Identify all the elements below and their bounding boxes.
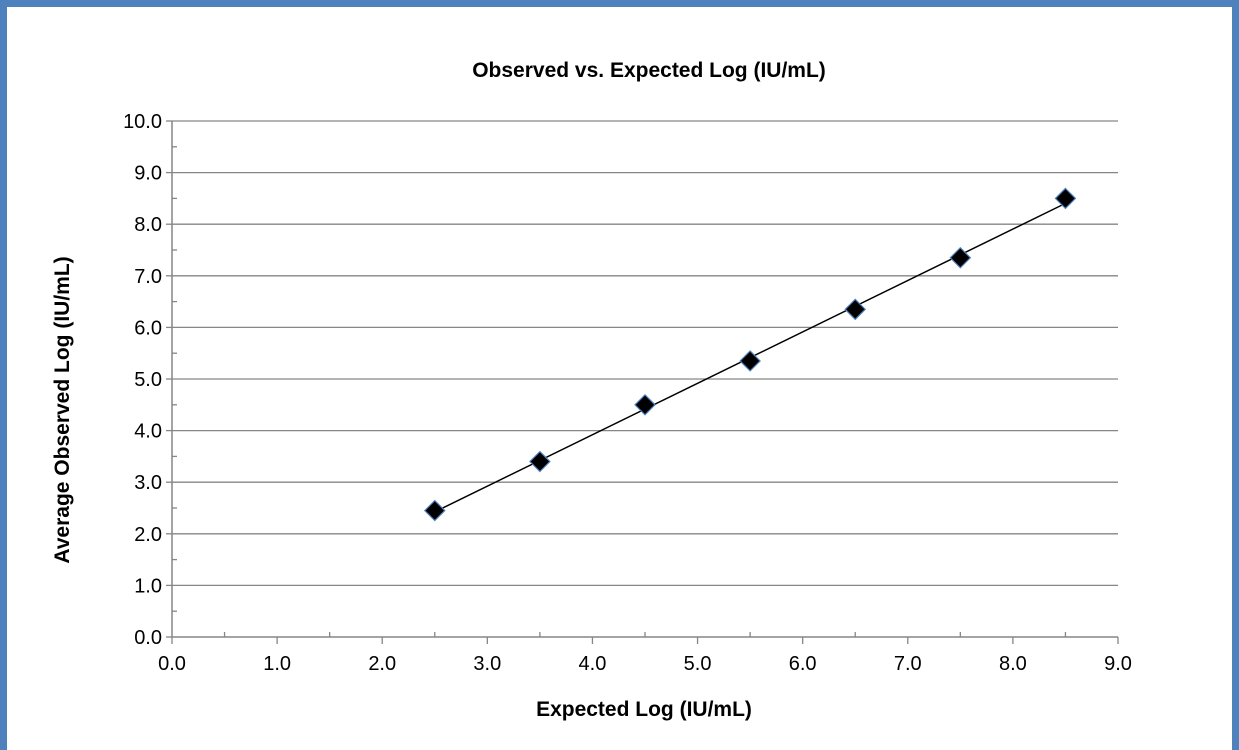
x-tick-labels: 0.0 1.0 2.0 3.0 4.0 5.0 6.0 7.0 8.0 9.0: [158, 653, 1132, 675]
x-tick-label: 1.0: [263, 653, 291, 675]
data-point-marker: [739, 350, 761, 372]
y-tick-labels: 0.0 1.0 2.0 3.0 4.0 5.0 6.0 7.0 8.0 9.0 10.0: [123, 111, 162, 649]
y-tick-label: 9.0: [134, 163, 162, 185]
y-tick-label: 8.0: [134, 214, 162, 236]
x-tick-label: 9.0: [1104, 653, 1132, 675]
data-point-marker: [529, 450, 551, 473]
grid-lines: [172, 120, 1118, 587]
x-tick-label: 0.0: [158, 653, 186, 675]
x-tick-label: 8.0: [999, 653, 1027, 675]
y-tick-label: 7.0: [134, 266, 162, 288]
x-tick-label: 2.0: [368, 653, 396, 675]
data-point-marker: [634, 393, 656, 416]
y-tick-label: 10.0: [123, 111, 162, 133]
data-point-marker: [844, 298, 867, 321]
data-points: [423, 187, 1077, 522]
y-tick-label: 2.0: [134, 524, 162, 546]
y-tick-label: 0.0: [134, 627, 162, 649]
x-axis-title: Expected Log (IU/mL): [536, 698, 752, 721]
data-point-marker: [423, 499, 446, 522]
y-tick-label: 3.0: [134, 472, 162, 494]
x-tick-label: 4.0: [579, 653, 607, 675]
axes: [166, 120, 1119, 644]
data-point-marker: [949, 246, 972, 269]
x-tick-label: 6.0: [789, 653, 817, 675]
y-axis-title: Average Observed Log (IU/mL): [51, 256, 74, 563]
chart-title: Observed vs. Expected Log (IU/mL): [472, 59, 826, 82]
data-point-marker: [1054, 187, 1077, 210]
x-tick-label: 5.0: [684, 653, 712, 675]
x-tick-label: 7.0: [894, 653, 922, 675]
y-tick-label: 6.0: [134, 317, 162, 339]
y-tick-label: 5.0: [134, 369, 162, 391]
y-tick-label: 1.0: [134, 575, 162, 597]
y-tick-label: 4.0: [134, 421, 162, 443]
x-tick-label: 3.0: [473, 653, 501, 675]
